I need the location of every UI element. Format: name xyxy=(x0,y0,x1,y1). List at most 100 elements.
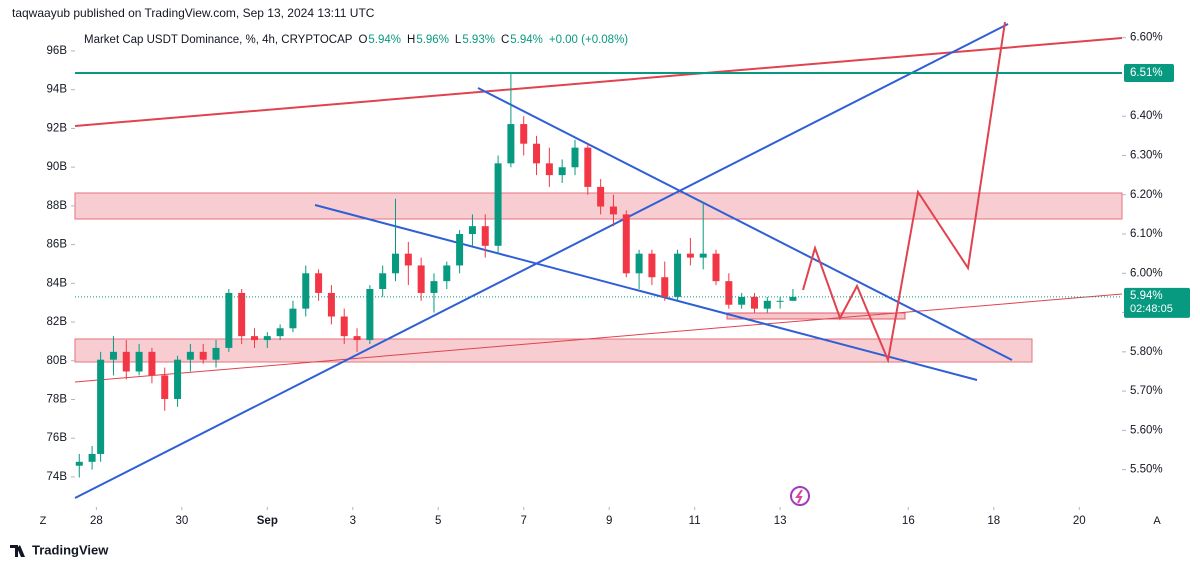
trendline xyxy=(74,37,1123,127)
y2-tick-label: 96B xyxy=(47,45,68,57)
y-tick-label: 6.20% xyxy=(1130,189,1163,201)
candle-body xyxy=(366,289,374,341)
y-tick-label: 6.30% xyxy=(1130,150,1163,162)
legend-value: C xyxy=(501,34,509,46)
trendline xyxy=(314,204,978,381)
candle-body xyxy=(340,316,348,337)
legend-value: O xyxy=(358,34,367,46)
price-tag xyxy=(1124,64,1174,83)
candle-body xyxy=(738,296,746,305)
y-tick-label: 6.00% xyxy=(1130,267,1163,279)
price-tag-label: 5.94% xyxy=(1130,290,1163,302)
publisher-note: taqwaayub published on TradingView.com, … xyxy=(12,6,375,20)
y2-tick-label: 80B xyxy=(47,355,68,367)
candle-body xyxy=(263,336,271,341)
y2-tick-label: 84B xyxy=(47,277,68,289)
candle-body xyxy=(289,308,297,329)
logo xyxy=(10,545,25,557)
legend-title: Market Cap USDT Dominance, %, 4h, CRYPTO… xyxy=(84,34,353,46)
candle-body xyxy=(481,226,489,246)
candle-body xyxy=(88,453,96,462)
y-tick-label: 5.70% xyxy=(1130,385,1163,397)
y-tick-label: 6.40% xyxy=(1130,110,1163,122)
price-tag xyxy=(1124,287,1190,318)
x-tick-label: 18 xyxy=(987,515,1000,527)
zoom-button[interactable]: Z xyxy=(40,515,47,527)
y-tick-label: 6.60% xyxy=(1130,32,1163,44)
legend-value: 5.94% xyxy=(368,34,401,46)
candle-body xyxy=(571,147,579,168)
candle-body xyxy=(109,351,117,360)
candle-body xyxy=(379,273,387,290)
candle-body xyxy=(353,336,361,341)
y-tick-label: 6.10% xyxy=(1130,228,1163,240)
candle-body xyxy=(250,336,258,341)
event-icon xyxy=(790,486,810,506)
candle-body xyxy=(443,265,451,282)
candle-body xyxy=(686,253,694,258)
candle-body xyxy=(712,253,720,282)
y2-tick-label: 74B xyxy=(47,471,68,483)
candle-body xyxy=(533,143,541,164)
y2-tick-label: 90B xyxy=(47,161,68,173)
trendline xyxy=(477,87,1013,361)
price-tag-label: 6.51% xyxy=(1130,67,1163,79)
projection xyxy=(802,21,1006,364)
event-icon xyxy=(795,489,803,504)
candle-body xyxy=(302,273,310,309)
zone xyxy=(74,338,1033,363)
x-tick-label: 13 xyxy=(774,515,787,527)
candle-body xyxy=(763,300,771,309)
legend: Market Cap USDT Dominance, %, 4h, CRYPTO… xyxy=(84,34,628,46)
candle-body xyxy=(661,277,669,297)
candle-body xyxy=(520,124,528,144)
candle-body xyxy=(225,292,233,348)
y-tick-label: 5.50% xyxy=(1130,464,1163,476)
y2-tick-label: 76B xyxy=(47,432,68,444)
y2-tick-label: 78B xyxy=(47,394,68,406)
legend-value: 5.94% xyxy=(510,34,543,46)
candle-body xyxy=(97,359,105,454)
candle-body xyxy=(558,167,566,176)
candle-body xyxy=(327,292,335,317)
x-tick-label: 11 xyxy=(689,515,701,527)
candle-body xyxy=(417,265,425,293)
candle-body xyxy=(122,351,130,372)
legend-value: 5.96% xyxy=(416,34,449,46)
candle-body xyxy=(584,147,592,187)
trendline xyxy=(74,293,1123,383)
x-tick-label: 30 xyxy=(175,515,188,527)
candle-body xyxy=(135,351,143,372)
x-tick-label: 16 xyxy=(902,515,915,527)
zone xyxy=(726,312,906,320)
y-tick-label: 5.60% xyxy=(1130,424,1163,436)
x-tick-label: 20 xyxy=(1073,515,1086,527)
y2-tick-label: 86B xyxy=(47,239,68,251)
candle-body xyxy=(635,253,643,274)
x-tick-label: 28 xyxy=(90,515,103,527)
candle-body xyxy=(199,351,207,360)
candle-body xyxy=(507,124,515,164)
x-tick-label: Sep xyxy=(257,515,278,527)
x-tick-label: 7 xyxy=(521,515,527,527)
auto-button[interactable]: A xyxy=(1153,515,1161,527)
y2-tick-label: 94B xyxy=(47,84,68,96)
candle-body xyxy=(212,347,220,360)
y2-tick-label: 82B xyxy=(47,316,68,328)
candle-body xyxy=(776,300,784,302)
candle-body xyxy=(622,214,630,274)
candle-body xyxy=(456,234,464,266)
legend-value: L xyxy=(455,34,462,46)
candle-body xyxy=(597,186,605,207)
candle-body xyxy=(315,273,323,293)
y-tick-label: 5.80% xyxy=(1130,346,1163,358)
legend-value: H xyxy=(407,34,415,46)
candle-body xyxy=(174,359,182,399)
candle-body xyxy=(648,253,656,278)
candle-body xyxy=(148,351,156,376)
legend-change: +0.00 (+0.08%) xyxy=(549,34,628,46)
candle-body xyxy=(725,281,733,305)
candle-body xyxy=(609,206,617,215)
